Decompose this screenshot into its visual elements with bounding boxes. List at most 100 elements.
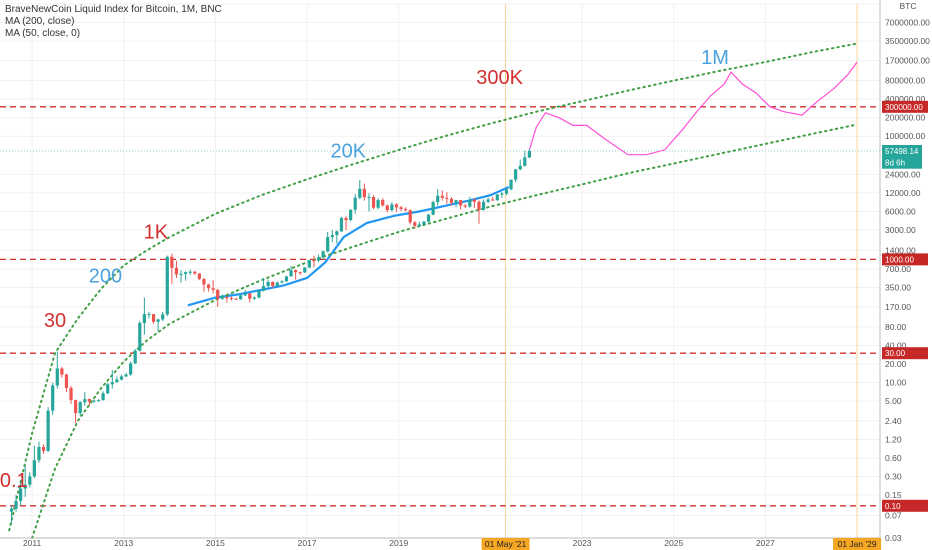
candle-body [431, 202, 435, 215]
y-tick-label: 5.00 [885, 396, 902, 406]
candle-body [353, 197, 357, 210]
candle-body [321, 251, 325, 258]
candle-body [422, 221, 426, 225]
annotation-label: 200 [89, 266, 122, 288]
legend-title: BraveNewCoin Liquid Index for Bitcoin, 1… [5, 4, 222, 15]
candle-body [23, 484, 27, 489]
candle-body [225, 297, 229, 299]
y-tick-label: 400000.00 [885, 94, 925, 104]
candle-body [394, 204, 399, 208]
candle-body [110, 382, 114, 385]
y-tick-label: 7000000.00 [885, 18, 930, 28]
candle-body [96, 400, 101, 402]
y-tick-label: 6000.00 [885, 206, 916, 216]
x-tick-label: 2015 [206, 538, 225, 548]
candle-body [454, 200, 458, 203]
y-tick-label: 2.40 [885, 416, 902, 426]
candle-body [500, 193, 504, 195]
y-tick-label: 0.15 [885, 490, 902, 500]
y-tick-label: 80.00 [885, 322, 907, 332]
upper-dotted-curve [8, 42, 859, 532]
candle-body [216, 289, 220, 299]
y-tick-label: 1700000.00 [885, 55, 930, 65]
candle-body [174, 267, 179, 275]
candle-body [385, 205, 389, 211]
candle-body [362, 188, 366, 198]
candle-body [371, 197, 376, 208]
candle-body [261, 285, 266, 291]
annotation-label: 30 [44, 310, 66, 332]
candle-body [202, 279, 206, 285]
candle-body [83, 399, 87, 403]
candle-body [234, 298, 238, 300]
candle-body [37, 447, 41, 461]
annotation-label: 300K [476, 67, 523, 89]
candle-body [124, 374, 128, 377]
y-tick-label: 20.00 [885, 359, 907, 369]
level-label: 300000.00 [885, 103, 923, 112]
candle-body [165, 256, 169, 315]
vertical-markers [505, 4, 858, 538]
candle-body [316, 257, 321, 261]
candle-body [440, 195, 444, 198]
candle-body [147, 314, 151, 316]
candle-body [523, 157, 527, 166]
candle-body [417, 224, 421, 226]
candle-body [106, 384, 110, 394]
candle-body [239, 295, 243, 300]
candle-body [266, 281, 270, 286]
marker-tag [833, 538, 882, 550]
candle-body [184, 272, 188, 274]
level-label: 30.00 [885, 349, 906, 358]
y-tick-label: 40.00 [885, 341, 907, 351]
level-label: 0.10 [885, 502, 901, 511]
candle-body [41, 447, 46, 451]
candle-body [87, 399, 91, 402]
candle-body [449, 198, 454, 203]
candle-body [220, 297, 224, 299]
grid [0, 3, 880, 539]
candle-body [509, 179, 513, 190]
y-tick-label: 0.60 [885, 453, 902, 463]
candle-body [60, 368, 64, 375]
candle-body [408, 210, 412, 223]
x-tick-label: 2025 [664, 538, 683, 548]
candle-body [19, 488, 23, 501]
annotation-label: 0.1 [0, 470, 28, 492]
candle-body [252, 297, 256, 299]
candle-body [133, 350, 137, 364]
x-tick-label: 2019 [389, 538, 408, 548]
y-tick-label: 1.20 [885, 434, 902, 444]
price-tag [882, 156, 922, 169]
candle-body [78, 402, 82, 414]
candle-body [211, 288, 215, 290]
x-tick-label: 2027 [756, 538, 775, 548]
candle-body [463, 205, 467, 207]
candle-body [74, 400, 78, 414]
y-tick-label: 350.00 [885, 282, 911, 292]
candle-body [514, 169, 518, 180]
candle-body [335, 231, 339, 236]
candle-body [271, 281, 275, 286]
candle-body [339, 217, 344, 232]
y-tick-label: 800000.00 [885, 76, 925, 86]
candle-body [294, 270, 298, 273]
candle-body [206, 284, 211, 289]
annotation-label: 1M [701, 47, 729, 69]
horizontal-levels [0, 106, 880, 507]
candle-body [46, 410, 50, 451]
candle-body [119, 376, 124, 380]
candle-body [32, 460, 36, 477]
y-tick-label: 0.03 [885, 533, 902, 543]
candle-body [504, 189, 509, 194]
candle-body [64, 374, 69, 388]
x-tick-label: 2013 [114, 538, 133, 548]
candle-body [518, 165, 522, 170]
candle-body [367, 197, 371, 199]
candle-body [161, 314, 165, 320]
price-tag-label: 57498.14 [885, 147, 919, 156]
x-tick-label: 2017 [298, 538, 317, 548]
y-tick-label: 3500000.00 [885, 36, 930, 46]
candle-body [243, 293, 247, 296]
